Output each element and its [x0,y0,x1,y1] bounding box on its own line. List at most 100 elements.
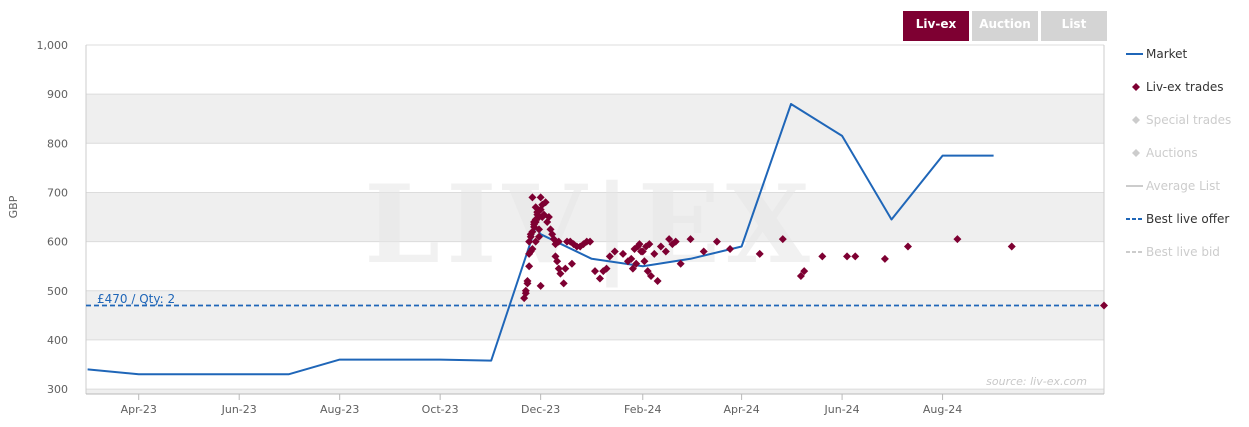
livex-trade-point [800,267,809,276]
diamond-glyph [1132,149,1140,157]
line-symbol-icon [1126,53,1143,55]
livex-trade-point [523,279,532,288]
livex-trade-point [525,262,534,271]
livex-trade-point [656,242,665,251]
x-tick-label: Apr-24 [723,403,759,416]
livex-trade-point [671,237,680,246]
livex-trade-point [638,247,647,256]
source-label: source: liv-ex.com [986,375,1087,388]
livex-trade-point [712,237,721,246]
legend-item-best-live-offer[interactable]: Best live offer [1124,209,1246,229]
livex-trade-point [650,249,659,258]
livex-trade-point [526,230,535,239]
livex-trade-point [541,198,550,207]
livex-trade-point [796,272,805,281]
livex-trade-point [726,244,735,253]
livex-trade-point [699,247,708,256]
livex-trade-point [553,257,562,266]
plot-band [86,339,1104,390]
tab-livex[interactable]: Liv-ex [903,11,969,41]
livex-trade-point [528,193,537,202]
plot-band [86,389,1104,394]
livex-trade-point [586,237,595,246]
best-live-offer-marker [1100,301,1108,310]
livex-trade-point [530,220,539,229]
legend-label: Best live offer [1146,212,1230,226]
livex-trade-point [525,237,534,246]
livex-trade-point [619,249,628,258]
x-tick-label: Aug-23 [320,403,359,416]
grid-lines [86,44,1104,390]
plot-band [86,192,1104,242]
plot-band [86,45,1104,95]
legend-label: Auctions [1146,146,1198,160]
livex-trade-point [559,279,568,288]
livex-trade-point [536,281,545,290]
livex-trade-point [531,203,540,212]
legend-label: Average List [1146,179,1221,193]
x-tick-label: Dec-23 [521,403,560,416]
line-symbol-icon [1126,185,1143,187]
livex-trade-point [595,274,604,283]
plot-bands [86,45,1104,394]
livex-trade-point [591,267,599,276]
legend-item-average-list[interactable]: Average List [1124,176,1246,196]
dashed-line-symbol-icon [1126,218,1143,220]
diamond-symbol-icon [1132,83,1140,91]
x-tick-label: Oct-23 [422,403,459,416]
livex-trade-point [880,254,889,263]
legend-label: Market [1146,47,1188,61]
legend-item-auctions[interactable]: Auctions [1124,143,1246,163]
plot-band [86,241,1104,291]
x-tick-label: Feb-24 [624,403,661,416]
livex-trade-point [818,252,827,261]
legend-item-livex-trades[interactable]: Liv-ex trades [1124,77,1246,97]
livex-trade-point [536,193,545,202]
x-tick-label: Aug-24 [923,403,962,416]
livex-trade-point [556,269,565,278]
livex-trade-point [778,235,787,244]
legend-item-market[interactable]: Market [1124,44,1246,64]
livex-trade-point [640,257,649,266]
y-tick-label: 900 [47,88,68,101]
legend-label: Special trades [1146,113,1232,127]
legend-label: Liv-ex trades [1146,80,1224,94]
legend-label: Best live bid [1146,245,1220,259]
livex-trade-point [676,259,685,268]
livex-trade-point [526,247,535,256]
livex-trade-point [554,237,563,246]
livex-trade-point [843,252,852,261]
livex-trade-point [521,289,530,298]
livex-trade-point [661,247,670,256]
tab-list[interactable]: List [1041,11,1107,41]
y-tick-label: 1,000 [37,39,69,52]
livex-trade-point [647,272,656,281]
series-layer [86,103,1108,376]
plot-band [86,290,1104,340]
livex-trade-point [686,235,695,244]
livex-trade-point [627,254,636,263]
livex-trade-point [953,235,962,244]
y-tick-label: 500 [47,285,68,298]
watermark: LIV|EX [364,162,816,288]
livex-trade-point [665,235,674,244]
diamond-symbol-icon [1132,116,1140,124]
plot-band [86,143,1104,193]
livex-trade-point [635,240,644,249]
dashed-line-symbol-icon [1126,251,1143,253]
axes: 300 400 500 600 700 800 900 1,000 Apr-23 Jun-23 Au… [37,39,1104,416]
legend-item-special-trades[interactable]: Special trades [1124,110,1246,130]
livex-trade-point [643,267,652,276]
livex-trade-point [605,252,614,261]
x-tick-label: Jun-24 [824,403,860,416]
y-tick-label: 600 [47,236,68,249]
livex-trade-point [755,249,764,258]
livex-trade-point [561,264,570,273]
legend-item-best-live-bid[interactable]: Best live bid [1124,242,1246,262]
livex-trade-point [632,259,641,268]
tab-auction[interactable]: Auction [972,11,1038,41]
livex-trade-point [567,259,576,268]
livex-trade-point [534,225,543,234]
livex-trade-point [1007,242,1016,251]
